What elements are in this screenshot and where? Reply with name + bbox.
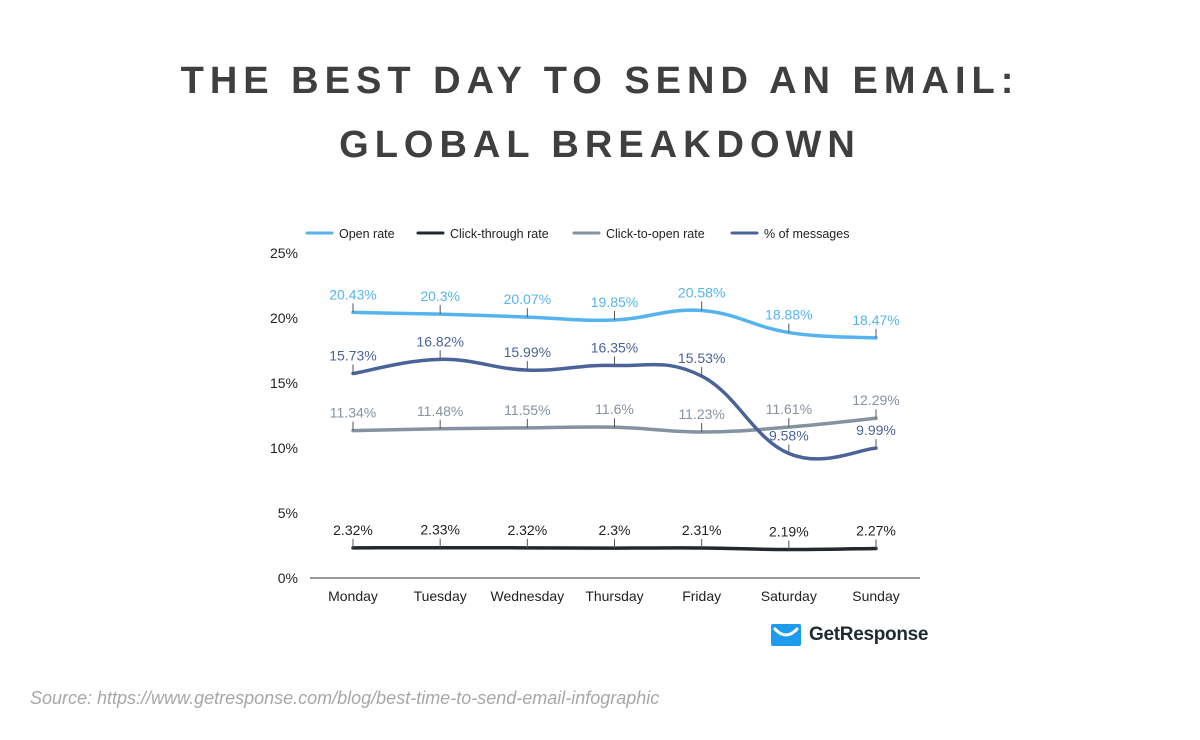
- data-label: 11.23%: [678, 406, 724, 422]
- data-label: 2.33%: [420, 522, 460, 538]
- data-label: 11.61%: [766, 401, 812, 417]
- data-label: 12.29%: [852, 392, 899, 408]
- data-label: 16.82%: [416, 333, 463, 349]
- x-tick-label: Tuesday: [414, 588, 467, 604]
- legend-label: Open rate: [339, 227, 395, 241]
- chart-title-line-1: THE BEST DAY TO SEND AN EMAIL:: [180, 60, 1020, 102]
- data-label: 15.99%: [504, 344, 551, 360]
- y-tick-label: 20%: [270, 310, 298, 326]
- data-label: 20.3%: [420, 288, 460, 304]
- legend-label: Click-to-open rate: [606, 227, 705, 241]
- brand-name: GetResponse: [809, 624, 929, 645]
- y-tick-label: 10%: [270, 440, 298, 456]
- data-label: 11.6%: [595, 401, 634, 417]
- legend-label: Click-through rate: [450, 227, 549, 241]
- data-label: 16.35%: [591, 339, 638, 355]
- x-tick-label: Sunday: [852, 588, 899, 604]
- data-label: 18.88%: [765, 307, 812, 323]
- data-label: 11.48%: [417, 403, 463, 419]
- data-label: 15.53%: [678, 350, 725, 366]
- data-label: 20.43%: [329, 286, 376, 302]
- x-tick-label: Saturday: [761, 588, 817, 604]
- y-tick-label: 15%: [270, 375, 298, 391]
- y-tick-label: 0%: [278, 570, 298, 586]
- data-label: 19.85%: [591, 294, 638, 310]
- chart-title-line-2: GLOBAL BREAKDOWN: [339, 124, 861, 166]
- x-tick-label: Monday: [328, 588, 378, 604]
- y-tick-label: 25%: [270, 245, 298, 261]
- data-label: 20.58%: [678, 284, 725, 300]
- data-label: 2.32%: [333, 522, 373, 538]
- data-label: 2.27%: [856, 522, 896, 538]
- data-label: 9.99%: [856, 422, 896, 438]
- y-tick-label: 5%: [278, 505, 298, 521]
- data-label: 11.55%: [504, 402, 550, 418]
- data-label: 2.31%: [682, 522, 722, 538]
- x-tick-label: Friday: [682, 588, 721, 604]
- x-tick-label: Wednesday: [490, 588, 564, 604]
- data-label: 2.19%: [769, 524, 809, 540]
- envelope-smile-icon: [771, 624, 801, 646]
- data-label: 15.73%: [329, 348, 376, 364]
- data-label: 9.58%: [769, 427, 809, 443]
- getresponse-logo: GetResponse: [771, 622, 928, 648]
- data-label: 2.3%: [599, 522, 631, 538]
- x-tick-label: Thursday: [585, 588, 643, 604]
- legend-label: % of messages: [764, 227, 849, 241]
- data-label: 18.47%: [852, 312, 899, 328]
- data-label: 20.07%: [504, 291, 551, 307]
- line-chart: 0% 5% 10% 15% 20% 25% Monday Tuesday Wednesday Th…: [270, 227, 920, 604]
- source-caption: Source: https://www.getresponse.com/blog…: [30, 688, 660, 708]
- data-label: 2.32%: [507, 522, 547, 538]
- data-label: 11.34%: [330, 405, 376, 421]
